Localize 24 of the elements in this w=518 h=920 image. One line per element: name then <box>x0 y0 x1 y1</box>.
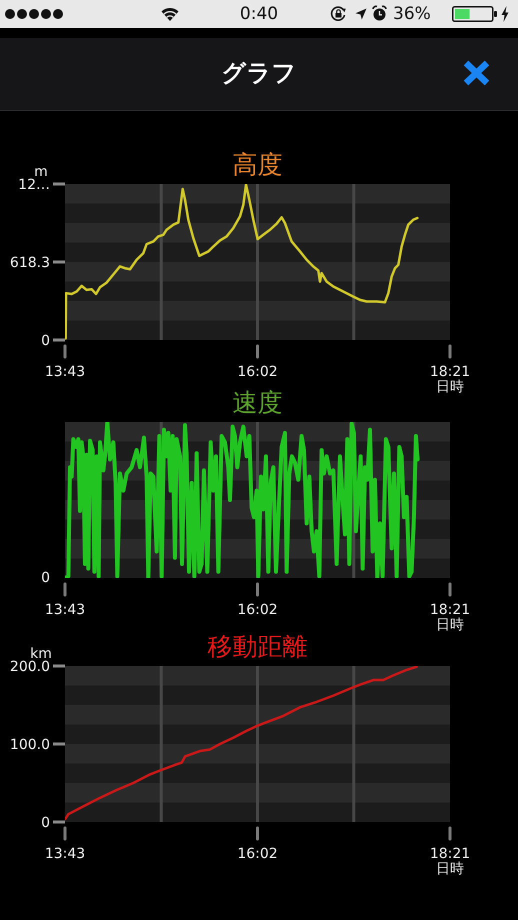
chart-title: 速度 <box>232 388 282 417</box>
line-series <box>65 184 419 340</box>
x-tick-label: 13:43 <box>44 364 86 380</box>
x-tick-label: 18:21 <box>430 846 470 862</box>
x-axis-title: 日時 <box>436 617 464 633</box>
text: グラフ <box>222 59 296 87</box>
line-series <box>65 666 418 820</box>
x-tick-label: 16:02 <box>237 846 278 862</box>
x-axis-title: 日時 <box>436 861 464 877</box>
x-tick-label: 16:02 <box>237 602 278 618</box>
chart-title: 高度 <box>232 150 282 179</box>
x-tick-label: 16:02 <box>237 364 278 380</box>
text: 0:40 <box>240 4 278 24</box>
x-tick-label: 13:43 <box>44 602 86 618</box>
x-tick-label: 18:21 <box>430 602 470 618</box>
x-tick-label: 18:21 <box>430 364 470 380</box>
y-tick-label: 0 <box>41 814 50 831</box>
y-tick-label: 0 <box>41 332 50 349</box>
x-tick-label: 13:43 <box>44 846 86 862</box>
chart-title: 移動距離 <box>208 632 308 661</box>
x-axis-title: 日時 <box>436 379 464 395</box>
y-tick-label: 100.0 <box>10 736 50 753</box>
text: 36% <box>393 4 431 24</box>
y-tick-label: 618.3 <box>10 254 50 271</box>
